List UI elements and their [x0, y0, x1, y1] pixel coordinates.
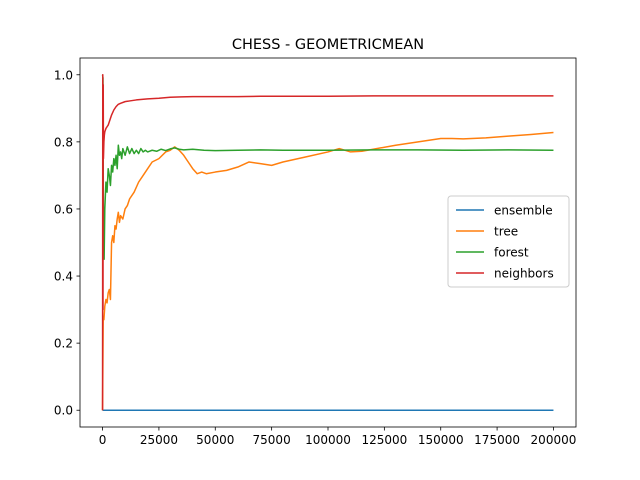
legend: ensemble tree forest neighbors	[447, 195, 570, 288]
series-layer	[101, 74, 554, 411]
x-tick-label: 75000	[253, 433, 291, 447]
y-tick-label: 0.0	[54, 404, 73, 418]
legend-label-tree: tree	[494, 225, 518, 239]
y-tick-label: 0.2	[54, 337, 73, 351]
legend-label-ensemble: ensemble	[494, 204, 553, 218]
x-tick-label: 175000	[474, 433, 520, 447]
legend-label-forest: forest	[494, 246, 529, 260]
x-tick-label: 50000	[196, 433, 234, 447]
chart-title: CHESS - GEOMETRICMEAN	[232, 37, 424, 53]
ticks-layer: 0 25000 50000 75000 100000 125000 150000 175000…	[54, 68, 576, 447]
series-line-forest	[101, 74, 554, 261]
y-tick-label: 0.8	[54, 135, 73, 149]
x-tick-label: 150000	[418, 433, 464, 447]
x-tick-label: 125000	[361, 433, 407, 447]
series-line-neighbors	[101, 74, 554, 411]
x-tick-label: 0	[99, 433, 107, 447]
x-tick-label: 25000	[140, 433, 178, 447]
y-tick-label: 0.4	[54, 270, 73, 284]
x-tick-label: 100000	[305, 433, 351, 447]
x-tick-label: 200000	[531, 433, 577, 447]
legend-label-neighbors: neighbors	[494, 267, 554, 281]
y-tick-label: 0.6	[54, 202, 73, 216]
legend-box	[447, 195, 570, 288]
y-tick-label: 1.0	[54, 68, 73, 82]
